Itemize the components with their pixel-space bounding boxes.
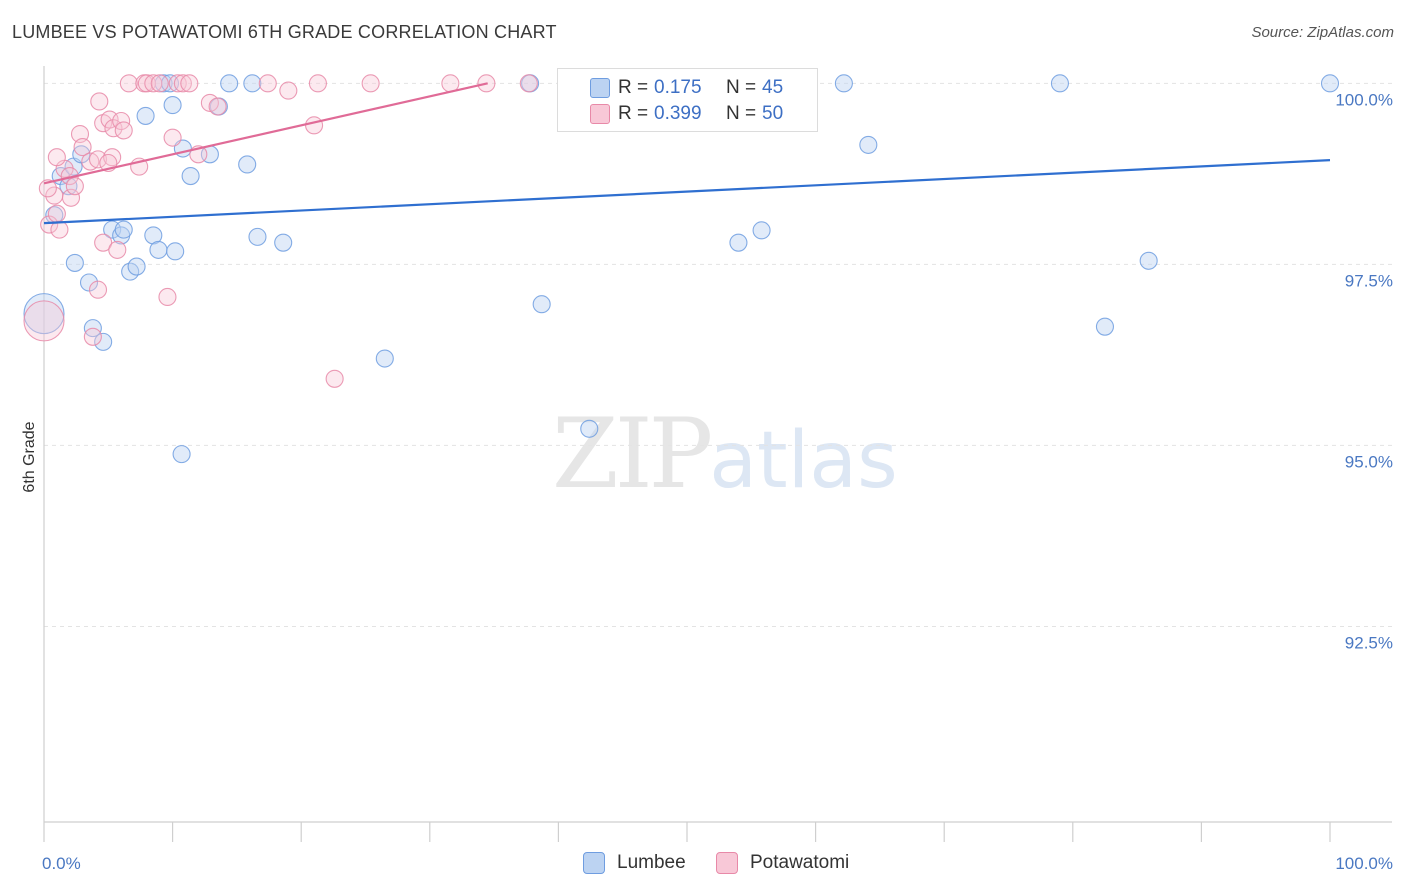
legend-marker-potawatomi — [716, 852, 738, 874]
lumbee-point — [149, 240, 168, 259]
lumbee-point — [144, 226, 163, 245]
lumbee-point — [72, 145, 91, 164]
potawatomi-point — [144, 74, 163, 93]
potawatomi-point — [100, 110, 119, 129]
lumbee-point — [859, 135, 878, 154]
watermark: ZIPatlas — [552, 398, 898, 510]
potawatomi-point — [23, 300, 65, 342]
potawatomi-point — [173, 74, 192, 93]
lumbee-point — [220, 74, 239, 93]
lumbee-point — [1320, 74, 1340, 93]
lumbee-trend-line — [43, 159, 1331, 225]
y-tick-label: 97.5% — [1345, 271, 1393, 290]
potawatomi-point — [88, 150, 108, 169]
legend-marker-lumbee — [583, 852, 605, 874]
lumbee-point — [181, 166, 200, 186]
lumbee-point — [1139, 251, 1158, 270]
potawatomi-point — [114, 121, 133, 140]
potawatomi-point — [137, 74, 156, 93]
lumbee-point — [1050, 74, 1069, 93]
potawatomi-point — [208, 97, 227, 116]
potawatomi-point — [83, 327, 102, 346]
potawatomi-point — [47, 148, 66, 167]
potawatomi-point — [305, 116, 324, 135]
potawatomi-point — [88, 280, 108, 299]
lumbee-point — [248, 227, 267, 246]
watermark-zip: ZIP — [552, 398, 713, 510]
potawatomi-point — [325, 369, 344, 388]
lumbee-point — [238, 155, 257, 174]
legend-n-value: 50 — [762, 103, 784, 124]
potawatomi-point — [65, 177, 84, 196]
trend-lines — [43, 82, 1331, 225]
stats-legend: R = 0.175 N = 45 R = 0.399 N = 50 — [557, 68, 818, 132]
lumbee-point — [729, 233, 748, 252]
y-tick-label: 92.5% — [1345, 633, 1393, 652]
legend-row-lumbee: R = 0.175 N = 45 — [590, 76, 784, 100]
lumbee-point — [166, 242, 185, 261]
watermark-atlas: atlas — [709, 416, 898, 506]
lumbee-point — [136, 106, 155, 125]
legend-item-lumbee[interactable]: Lumbee — [583, 852, 686, 874]
potawatomi-point — [119, 74, 138, 93]
lumbee-point — [127, 257, 146, 276]
lumbee-point — [274, 233, 293, 252]
potawatomi-trend-line — [43, 82, 488, 185]
lumbee-point — [532, 295, 551, 314]
lumbee-point — [580, 419, 599, 438]
potawatomi-point — [279, 81, 298, 100]
legend-swatch-lumbee — [590, 78, 610, 98]
legend-r-value: 0.399 — [654, 103, 702, 124]
tick-labels: 100.0% 97.5% 95.0% 92.5% 0.0% 100.0% — [42, 90, 1393, 873]
potawatomi-point — [61, 188, 81, 207]
lumbee-point — [375, 349, 394, 368]
potawatomi-point — [158, 287, 177, 307]
potawatomi-point — [47, 204, 66, 223]
lumbee-point — [94, 332, 113, 351]
potawatomi-point — [73, 138, 92, 157]
lumbee-point — [114, 220, 133, 239]
x-tick-label: 0.0% — [42, 854, 81, 873]
lumbee-point — [834, 74, 853, 93]
potawatomi-point — [308, 74, 327, 93]
series-legend: Lumbee Potawatomi — [0, 852, 1406, 878]
potawatomi-point — [94, 233, 113, 252]
legend-r-value: 0.175 — [654, 77, 702, 98]
potawatomi-point — [180, 74, 199, 93]
legend-n-label: N = — [726, 103, 757, 124]
chart-source: Source: ZipAtlas.com — [1251, 24, 1394, 41]
legend-row-potawatomi: R = 0.399 N = 50 — [590, 102, 784, 126]
legend-r-label: R = — [618, 103, 649, 124]
legend-n-value: 45 — [762, 77, 784, 98]
legend-label-lumbee: Lumbee — [617, 852, 686, 873]
chart-title: LUMBEE VS POTAWATOMI 6TH GRADE CORRELATI… — [12, 22, 557, 42]
potawatomi-point — [108, 240, 127, 259]
potawatomi-point — [258, 74, 277, 93]
points-layer — [23, 74, 1340, 464]
lumbee-point — [752, 221, 771, 240]
potawatomi-point — [163, 128, 182, 147]
axes — [43, 66, 1392, 842]
potawatomi-point — [361, 74, 380, 93]
lumbee-point — [172, 445, 191, 464]
potawatomi-point — [38, 179, 57, 198]
potawatomi-point — [150, 74, 169, 93]
potawatomi-point — [50, 220, 69, 239]
potawatomi-point — [90, 92, 109, 111]
y-tick-label: 95.0% — [1345, 452, 1393, 471]
lumbee-point — [65, 253, 84, 272]
legend-swatch-potawatomi — [590, 104, 610, 124]
legend-item-potawatomi[interactable]: Potawatomi — [716, 852, 849, 874]
lumbee-point — [1095, 317, 1114, 336]
legend-label-potawatomi: Potawatomi — [750, 852, 850, 873]
x-tick-label: 100.0% — [1335, 854, 1393, 873]
potawatomi-point — [519, 74, 538, 93]
legend-n-label: N = — [726, 77, 757, 98]
y-tick-label: 100.0% — [1335, 90, 1393, 109]
lumbee-point — [79, 273, 99, 292]
lumbee-point — [243, 74, 262, 93]
legend-r-label: R = — [618, 77, 649, 98]
lumbee-point — [163, 96, 182, 115]
